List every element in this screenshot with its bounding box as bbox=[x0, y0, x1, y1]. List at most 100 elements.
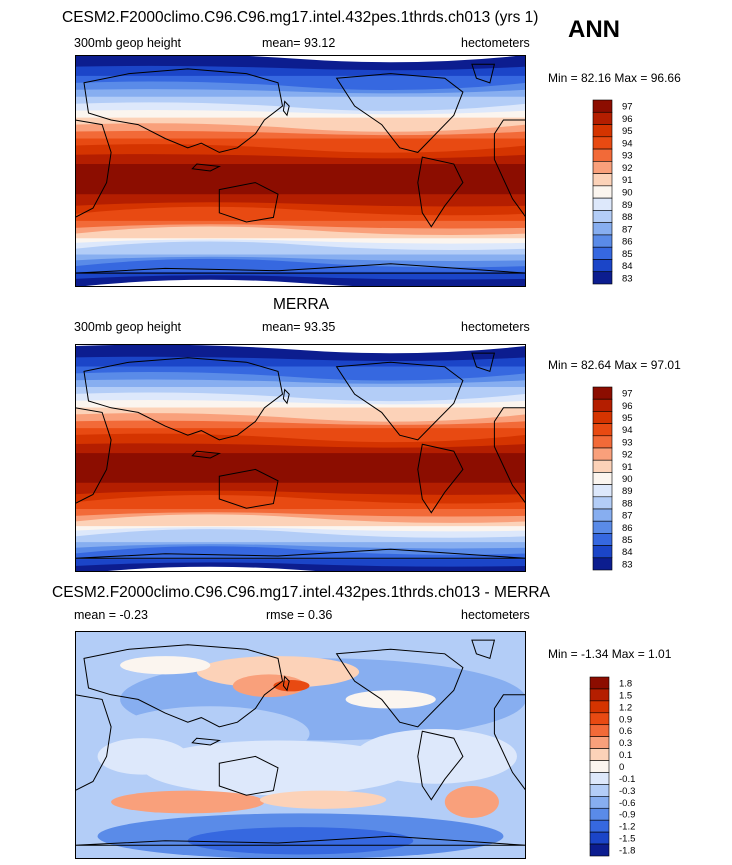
colorbar0-tick-label-1: 96 bbox=[622, 114, 633, 125]
colorbar1-box-3 bbox=[592, 423, 613, 437]
colorbar2-tick-label-4: 0.6 bbox=[619, 726, 632, 737]
colorbar1-tick-label-9: 88 bbox=[622, 498, 633, 509]
panel1-minmax-label: Min = 82.16 Max = 96.66 bbox=[548, 71, 681, 85]
colorbar2-tick-label-12: -1.2 bbox=[619, 822, 635, 833]
colorbar0-box-11 bbox=[592, 234, 613, 248]
colorbar2-box-2 bbox=[589, 700, 610, 714]
colorbar2-box-5 bbox=[589, 736, 610, 749]
colorbar0-tick-label-4: 93 bbox=[622, 151, 633, 162]
colorbar1-tick-label-13: 84 bbox=[622, 547, 633, 558]
coastlines bbox=[75, 639, 526, 846]
colorbar2-tick-label-5: 0.3 bbox=[619, 738, 632, 749]
colorbar1-box-10 bbox=[592, 508, 613, 522]
colorbar0-tick-label-3: 94 bbox=[622, 138, 633, 149]
difference-field bbox=[75, 631, 526, 859]
colorbar1-box-11 bbox=[592, 520, 613, 534]
colorbar2-tick-label-2: 1.2 bbox=[619, 702, 632, 713]
colorbar1-box-7 bbox=[592, 472, 613, 485]
colorbar2-tick-label-13: -1.5 bbox=[619, 834, 635, 845]
colorbar0-box-6 bbox=[592, 173, 613, 187]
colorbar0-box-10 bbox=[592, 222, 613, 236]
colorbar1-tick-label-3: 94 bbox=[622, 425, 633, 436]
colorbar2-box-3 bbox=[589, 712, 610, 726]
panel2-mean-label: mean= 93.35 bbox=[262, 320, 336, 334]
coastlines bbox=[75, 352, 526, 559]
panel1-map bbox=[75, 55, 526, 287]
colorbar2-box-9 bbox=[589, 784, 610, 797]
colorbar0-tick-label-9: 88 bbox=[622, 212, 633, 223]
panel2-title: MERRA bbox=[273, 296, 329, 313]
panel1-title: CESM2.F2000climo.C96.C96.mg17.intel.432p… bbox=[62, 9, 539, 26]
colorbar0-tick-label-10: 87 bbox=[622, 224, 633, 235]
colorbar2-tick-label-1: 1.5 bbox=[619, 690, 632, 701]
colorbar2-tick-label-10: -0.6 bbox=[619, 798, 635, 809]
colorbar2-box-10 bbox=[589, 796, 610, 809]
colorbar0-tick-label-12: 85 bbox=[622, 249, 633, 260]
colorbar0-tick-label-8: 89 bbox=[622, 200, 633, 211]
colorbar0-box-3 bbox=[592, 136, 613, 150]
colorbar0-tick-label-5: 92 bbox=[622, 163, 633, 174]
colorbar0-box-5 bbox=[592, 161, 613, 174]
colorbar2-box-7 bbox=[589, 760, 610, 773]
colorbar2-box-1 bbox=[589, 688, 610, 702]
panel3-minmax-label: Min = -1.34 Max = 1.01 bbox=[548, 647, 672, 661]
colorbar2-box-4 bbox=[589, 724, 610, 737]
panel1-variable-label: 300mb geop height bbox=[74, 36, 182, 50]
colorbar0-tick-label-2: 95 bbox=[622, 126, 633, 137]
colorbar1-box-9 bbox=[592, 496, 613, 510]
colorbar1-tick-label-6: 91 bbox=[622, 462, 633, 473]
colorbar1-box-8 bbox=[592, 484, 613, 498]
colorbar0-box-8 bbox=[592, 197, 613, 211]
season-label: ANN bbox=[568, 16, 620, 43]
colorbar2-box-11 bbox=[589, 807, 610, 821]
colorbar0-tick-label-6: 91 bbox=[622, 175, 633, 186]
colorbar0-box-4 bbox=[592, 148, 613, 162]
panel3-mean-label: mean = -0.23 bbox=[74, 608, 149, 622]
colorbar2-box-6 bbox=[589, 748, 610, 761]
colorbar0-box-14 bbox=[592, 271, 613, 285]
panel3-rmse-label: rmse = 0.36 bbox=[266, 608, 333, 622]
colorbar1-tick-label-2: 95 bbox=[622, 413, 633, 424]
colorbar2-tick-label-6: 0.1 bbox=[619, 750, 632, 761]
colorbar1-tick-label-10: 87 bbox=[622, 511, 633, 522]
colorbar0-box-12 bbox=[592, 246, 613, 260]
colorbar1-tick-label-1: 96 bbox=[622, 401, 633, 412]
colorbar2-box-0 bbox=[589, 676, 610, 690]
colorbar1-tick-label-7: 90 bbox=[622, 474, 633, 485]
colorbar2-box-14 bbox=[589, 843, 610, 857]
coastlines bbox=[75, 63, 526, 274]
colorbar1-box-12 bbox=[592, 533, 613, 546]
colorbar1-tick-label-0: 97 bbox=[622, 389, 633, 400]
colorbar1-tick-label-5: 92 bbox=[622, 450, 633, 461]
colorbar0-box-2 bbox=[592, 124, 613, 138]
colorbar1-tick-label-12: 85 bbox=[622, 535, 633, 546]
panel2-variable-label: 300mb geop height bbox=[74, 320, 182, 334]
field-bands bbox=[75, 55, 526, 287]
colorbar0-box-1 bbox=[592, 111, 613, 125]
colorbar2-box-13 bbox=[589, 831, 610, 845]
colorbar2-tick-label-9: -0.3 bbox=[619, 786, 635, 797]
colorbar2-tick-label-14: -1.8 bbox=[619, 846, 635, 857]
colorbar1-box-4 bbox=[592, 435, 613, 449]
colorbar2-box-8 bbox=[589, 772, 610, 785]
colorbar1-box-0 bbox=[592, 386, 613, 400]
colorbar1-box-2 bbox=[592, 411, 613, 424]
colorbar1-tick-label-14: 83 bbox=[622, 559, 633, 570]
colorbar1-box-14 bbox=[592, 557, 613, 571]
panel3-title: CESM2.F2000climo.C96.C96.mg17.intel.432p… bbox=[52, 584, 550, 601]
colorbar0-box-0 bbox=[592, 99, 613, 113]
field-bands bbox=[75, 344, 526, 572]
colorbar1-tick-label-11: 86 bbox=[622, 523, 633, 534]
colorbar2-box-12 bbox=[589, 819, 610, 833]
colorbar1-tick-label-8: 89 bbox=[622, 486, 633, 497]
colorbar1-box-1 bbox=[592, 398, 613, 412]
colorbar2-tick-label-8: -0.1 bbox=[619, 774, 635, 785]
colorbar2-tick-label-3: 0.9 bbox=[619, 714, 632, 725]
colorbar0-tick-label-11: 86 bbox=[622, 237, 633, 248]
colorbar0-box-7 bbox=[592, 185, 613, 199]
panel2-map bbox=[75, 344, 526, 572]
colorbar0-box-9 bbox=[592, 210, 613, 223]
panel3-units-label: hectometers bbox=[461, 608, 530, 622]
